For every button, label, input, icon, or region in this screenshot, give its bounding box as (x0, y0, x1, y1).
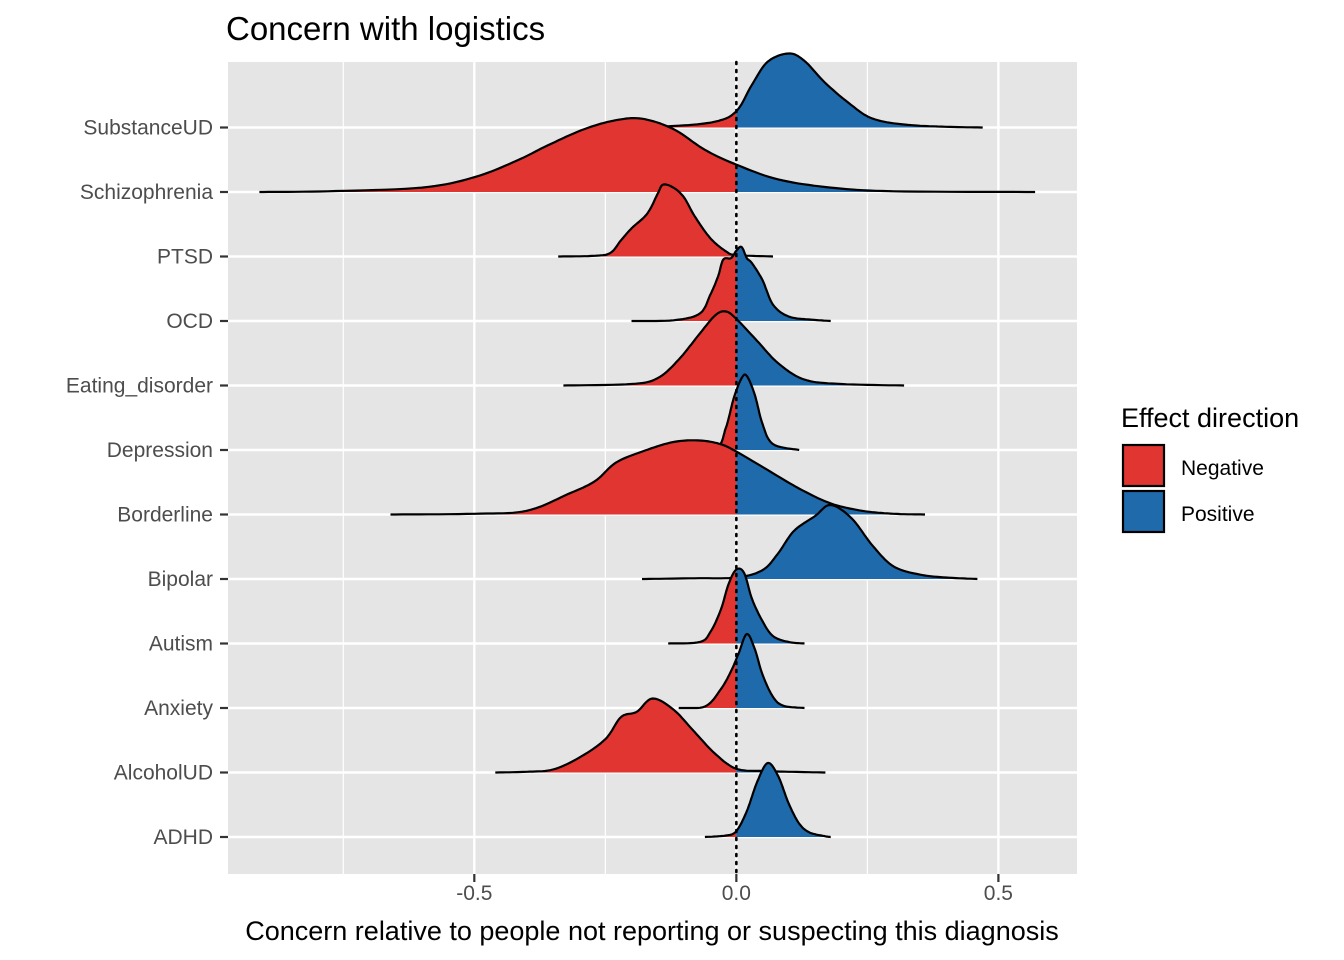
x-tick-label: 0.5 (984, 882, 1013, 905)
ridge-negative-fill (563, 311, 737, 386)
ridge-negative-fill (259, 118, 737, 192)
ridge-negative-fill (668, 569, 737, 644)
ridge-negative-fill (558, 184, 737, 257)
ridge-negative-fill (495, 698, 737, 773)
y-tick-label: Eating_disorder (66, 375, 213, 398)
ridge-schizophrenia (259, 117, 1036, 194)
legend-entry-positive: Positive (1121, 489, 1255, 534)
ridge-outline (678, 632, 805, 710)
ridge-outline (563, 310, 905, 387)
y-tick-label: Depression (107, 439, 213, 462)
ridge-anxiety (678, 632, 805, 710)
ridge-negative-fill (678, 390, 737, 450)
ridge-positive-fill (736, 568, 805, 644)
legend-swatch (1121, 489, 1166, 534)
ridge-outline (390, 439, 925, 516)
y-tick-label: Borderline (117, 504, 213, 527)
ridge-positive-fill (736, 505, 978, 579)
ridge-positive-fill (736, 318, 905, 386)
ridge-substanceud (605, 52, 983, 129)
y-tick-label: Anxiety (144, 697, 213, 720)
ridge-outline (704, 761, 832, 839)
ridge-depression (678, 373, 800, 452)
ridge-positive-fill (736, 763, 831, 837)
legend-label: Negative (1181, 457, 1264, 480)
legend-title: Effect direction (1121, 403, 1299, 433)
y-tick-label: PTSD (157, 246, 213, 269)
ridge-positive-fill (736, 53, 983, 128)
ridge-negative-fill (605, 111, 737, 128)
legend: Effect direction Negative Positive (1121, 403, 1299, 534)
x-axis-title: Concern relative to people not reporting… (245, 916, 1058, 946)
y-tick-label: AlcoholUD (114, 762, 213, 785)
x-tick-label: -0.5 (456, 882, 492, 905)
y-tick-label: OCD (166, 310, 213, 333)
ridge-outline (558, 183, 774, 258)
ridge-ocd (631, 245, 831, 323)
ridge-positive-fill (736, 164, 1036, 192)
y-tick-label: ADHD (153, 826, 213, 849)
chart-title: Concern with logistics (226, 10, 545, 47)
ridge-outline (495, 697, 826, 774)
ridge-outline (259, 117, 1036, 194)
legend-swatch (1121, 443, 1166, 488)
ridge-negative-fill (631, 250, 737, 321)
ridge-outline (668, 567, 805, 645)
ridge-positive-fill (736, 451, 925, 515)
ridge-borderline (390, 439, 925, 516)
ridge-eating-disorder (563, 310, 905, 387)
ridge-outline (678, 373, 800, 452)
y-tick-label: Schizophrenia (80, 181, 213, 204)
y-tick-label: SubstanceUD (83, 117, 213, 140)
ridge-outline (605, 52, 983, 129)
y-axis: ADHD AlcoholUD Anxiety Autism Bipolar Borderl… (66, 117, 228, 849)
x-axis: -0.5 0.0 0.5 (456, 874, 1013, 905)
legend-label: Positive (1181, 503, 1255, 526)
ridge-positive-fill (736, 374, 800, 450)
ridge-adhd (704, 761, 832, 839)
y-tick-label: Bipolar (148, 568, 213, 591)
density-ridges (259, 52, 1036, 839)
x-tick-label: 0.0 (722, 882, 751, 905)
ridge-positive-fill (736, 246, 831, 321)
legend-entry-negative: Negative (1121, 443, 1264, 488)
y-tick-label: Autism (149, 633, 213, 656)
ridge-alcoholud (495, 697, 826, 774)
ridge-negative-fill (678, 658, 737, 708)
ridge-outline (631, 245, 831, 323)
ridge-positive-fill (736, 634, 805, 708)
ridge-autism (668, 567, 805, 645)
ridge-negative-fill (390, 440, 737, 515)
